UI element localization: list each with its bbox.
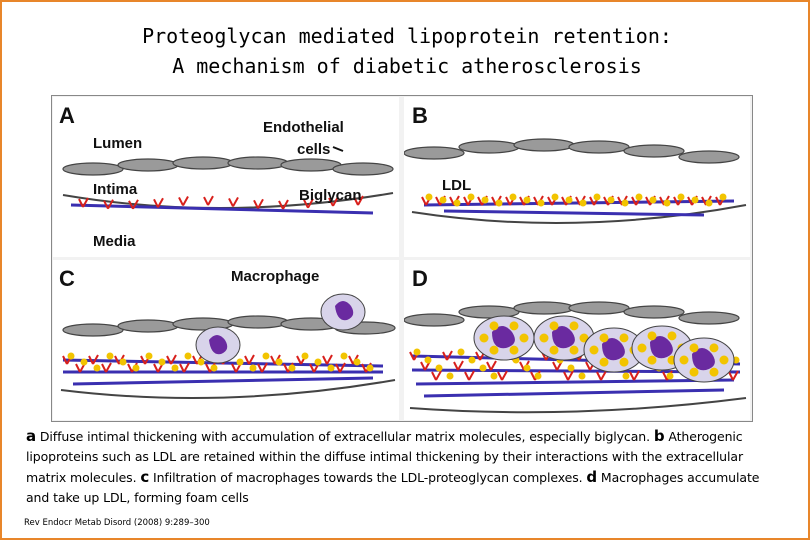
label-media: Media xyxy=(93,233,136,250)
caption-marker-b: b xyxy=(653,427,665,445)
arrow xyxy=(332,146,344,152)
caption-text-d: Macrophages accumulate and take up LDL, … xyxy=(26,470,760,505)
panel-b-letter: B xyxy=(412,103,428,128)
panel-d-letter: D xyxy=(412,266,428,291)
caption-marker-d: d xyxy=(586,468,598,486)
reference: Rev Endocr Metab Disord (2008) 9:289–300 xyxy=(24,518,210,528)
panel-b: B LDL xyxy=(404,97,750,257)
label-cells: cells xyxy=(297,141,331,158)
caption-marker-a: a xyxy=(26,427,37,445)
foam-cells xyxy=(473,315,735,383)
caption-text-c: Infiltration of macrophages towards the … xyxy=(153,470,583,485)
label-ldl: LDL xyxy=(442,177,472,194)
panel-c: C Macrophage xyxy=(53,260,399,420)
endothelial-cells xyxy=(62,156,394,176)
macrophage-in-intima xyxy=(195,326,241,364)
macrophage-in-lumen xyxy=(320,293,366,331)
panel-d: D xyxy=(404,260,750,420)
caption-text-a: Diffuse intimal thickening with accumula… xyxy=(39,429,650,444)
panel-a-letter: A xyxy=(59,103,75,128)
caption: a Diffuse intimal thickening with accumu… xyxy=(26,426,786,508)
label-endothelial: Endothelial xyxy=(263,119,344,136)
label-biglycan: Biglycan xyxy=(299,187,362,204)
label-lumen: Lumen xyxy=(93,135,143,152)
matrix-fibers xyxy=(70,203,374,215)
panel-b-drawing xyxy=(404,138,747,224)
panel-d-drawing xyxy=(404,301,747,414)
panel-c-letter: C xyxy=(59,266,75,291)
title-line-1: Proteoglycan mediated lipoprotein retent… xyxy=(142,24,672,48)
caption-marker-c: c xyxy=(140,468,150,486)
label-intima: Intima xyxy=(93,181,138,198)
panel-a: A Lumen Endothelial cells Intima Biglyca… xyxy=(53,97,399,257)
panel-c-drawing xyxy=(60,293,396,399)
biglycan-molecules xyxy=(78,195,364,210)
ldl-particles xyxy=(421,193,727,207)
caption-text-b: Atherogenic lipoproteins such as LDL are… xyxy=(26,429,743,485)
title-line-2: A mechanism of diabetic atherosclerosis xyxy=(172,54,642,78)
label-macrophage: Macrophage xyxy=(231,268,320,285)
panel-a-drawing xyxy=(62,146,394,215)
figure: A Lumen Endothelial cells Intima Biglyca… xyxy=(51,95,753,422)
